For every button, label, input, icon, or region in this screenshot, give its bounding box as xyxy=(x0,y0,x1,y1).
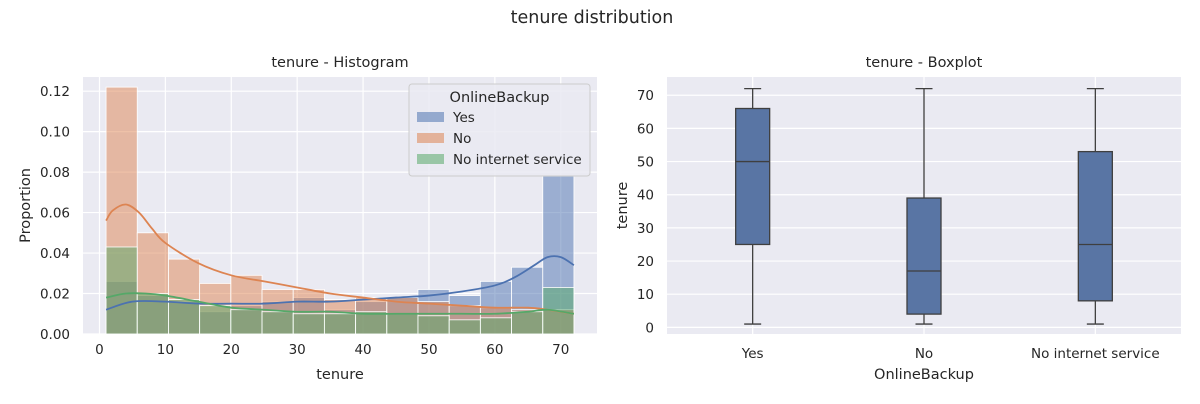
histogram-bar xyxy=(479,317,512,335)
histogram-y-tick-label: 0.10 xyxy=(40,125,70,141)
histogram-legend: OnlineBackup Yes No No internet service xyxy=(408,83,591,177)
histogram-bar xyxy=(292,313,325,335)
histogram-bar xyxy=(230,309,263,335)
histogram-title: tenure - Histogram xyxy=(271,55,408,71)
figure-title: tenure distribution xyxy=(511,8,674,28)
histogram-kde-curves xyxy=(105,203,575,315)
histogram-kde-line xyxy=(105,255,575,311)
boxplot-box xyxy=(1077,150,1113,302)
boxplot-y-tick-label: 20 xyxy=(637,254,654,270)
boxplot-box xyxy=(735,107,771,246)
legend-swatch xyxy=(417,112,444,122)
histogram-bar xyxy=(386,313,419,335)
legend-items: Yes No No internet service xyxy=(417,110,582,168)
histogram-bar xyxy=(168,299,201,335)
histogram-x-tick-label: 60 xyxy=(486,342,503,358)
boxplot-y-tick-label: 30 xyxy=(637,221,654,237)
histogram-x-tick-label: 10 xyxy=(157,342,174,358)
boxplot-x-tick-label: Yes xyxy=(741,346,764,362)
histogram-x-tick-label: 70 xyxy=(552,342,569,358)
histogram-x-tick-label: 50 xyxy=(420,342,437,358)
legend-label: No xyxy=(453,131,471,147)
histogram-bar xyxy=(136,293,169,335)
histogram-y-ticks: 0.00 0.02 0.04 0.06 0.08 0.10 0.12 xyxy=(40,84,70,343)
boxplot-box xyxy=(906,197,942,315)
histogram-x-tick-label: 30 xyxy=(289,342,306,358)
boxplot-y-ticks: 0 10 20 30 40 50 60 70 xyxy=(637,88,654,336)
histogram-x-tick-label: 40 xyxy=(354,342,371,358)
histogram-y-tick-label: 0.04 xyxy=(40,246,70,262)
histogram-y-tick-label: 0.06 xyxy=(40,206,70,222)
histogram-bar xyxy=(323,313,357,335)
boxplot-y-tick-label: 50 xyxy=(637,155,654,171)
histogram-x-tick-label: 20 xyxy=(223,342,240,358)
histogram-bar xyxy=(448,319,481,335)
legend-label: Yes xyxy=(452,110,475,126)
legend-swatch xyxy=(417,133,444,143)
boxplot-y-tick-label: 40 xyxy=(637,188,654,204)
histogram-y-tick-label: 0.08 xyxy=(40,165,70,181)
legend-label: No internet service xyxy=(453,152,582,168)
legend-title: OnlineBackup xyxy=(450,90,550,106)
boxplot-x-tick-label: No xyxy=(915,346,933,362)
boxplot-boxes xyxy=(735,87,1113,325)
boxplot-y-tick-label: 10 xyxy=(637,287,654,303)
histogram-y-label: Proportion xyxy=(18,168,34,243)
legend-swatch xyxy=(417,154,444,164)
histogram-bar xyxy=(355,311,388,335)
histogram-y-tick-label: 0.12 xyxy=(40,84,70,100)
boxplot-y-tick-label: 60 xyxy=(637,121,654,137)
boxplot-y-tick-label: 70 xyxy=(637,88,654,104)
boxplot-x-label: OnlineBackup xyxy=(874,367,974,383)
histogram-bar xyxy=(105,246,138,335)
histogram-kde-line xyxy=(105,203,575,315)
histogram-y-tick-label: 0.00 xyxy=(40,327,70,343)
histogram-bar xyxy=(511,311,544,335)
histogram-bar xyxy=(199,305,232,335)
boxplot-x-tick-label: No internet service xyxy=(1031,346,1160,362)
histogram-x-label: tenure xyxy=(316,367,364,383)
histogram-x-tick-label: 0 xyxy=(95,342,104,358)
boxplot-x-ticks: Yes No No internet service xyxy=(741,346,1160,362)
boxplot-y-label: tenure xyxy=(615,182,631,230)
boxplot-panel: Yes No No internet service 0 10 20 30 40 50 60 70… xyxy=(615,55,1181,383)
histogram-kde-line xyxy=(105,292,575,315)
boxplot-y-tick-label: 0 xyxy=(645,320,654,336)
legend-frame xyxy=(408,83,591,177)
histogram-bar xyxy=(417,315,450,335)
histogram-bar xyxy=(261,311,294,335)
histogram-bars xyxy=(105,86,575,335)
histogram-x-ticks: 0 10 20 30 40 50 60 70 xyxy=(95,342,569,358)
histogram-panel: 0 10 20 30 40 50 60 70 0.00 0.02 0.04 0.06 0.08 0.10… xyxy=(18,55,597,383)
histogram-y-tick-label: 0.02 xyxy=(40,287,70,303)
boxplot-title: tenure - Boxplot xyxy=(866,55,983,71)
